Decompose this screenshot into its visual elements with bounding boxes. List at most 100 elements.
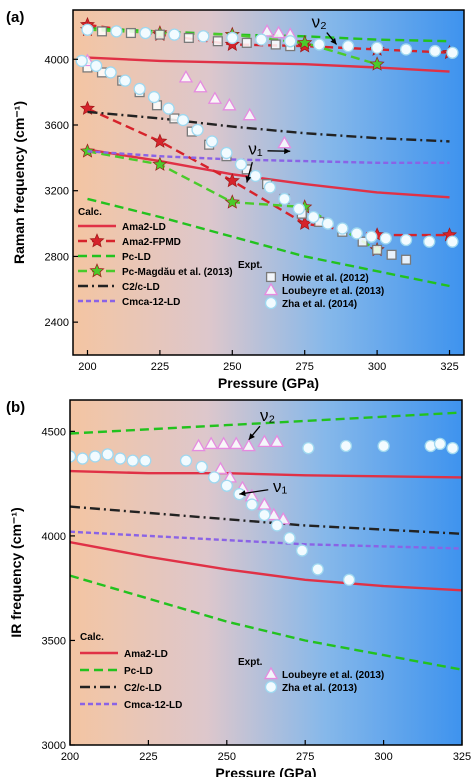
point-howie-et-al-2012 <box>271 40 280 49</box>
point-zha-et-al-2013 <box>447 443 458 454</box>
point-zha-et-al-2014 <box>221 147 232 158</box>
point-zha-et-al-2014 <box>120 75 131 86</box>
point-zha-et-al-2014 <box>256 34 267 45</box>
panel-label: (a) <box>6 9 24 26</box>
point-zha-et-al-2013 <box>378 441 389 452</box>
y-axis-label: IR frequency (cm⁻¹) <box>8 507 24 637</box>
point-howie-et-al-2012 <box>242 38 251 47</box>
x-tick-label: 275 <box>296 751 314 763</box>
point-zha-et-al-2014 <box>192 124 203 135</box>
point-howie-et-al-2012 <box>184 34 193 43</box>
point-zha-et-al-2014 <box>235 159 246 170</box>
point-zha-et-al-2014 <box>430 46 441 57</box>
point-zha-et-al-2014 <box>424 236 435 247</box>
legend-calc-title: Calc. <box>78 207 102 218</box>
point-zha-et-al-2013 <box>284 533 295 544</box>
y-tick-label: 3600 <box>45 120 69 132</box>
point-zha-et-al-2013 <box>344 574 355 585</box>
x-tick-label: 275 <box>296 361 314 373</box>
point-zha-et-al-2013 <box>209 472 220 483</box>
point-zha-et-al-2013 <box>102 449 113 460</box>
point-zha-et-al-2013 <box>196 461 207 472</box>
point-howie-et-al-2012 <box>402 255 411 264</box>
point-zha-et-al-2014 <box>308 212 319 223</box>
legend-label: Pc-LD <box>122 252 151 263</box>
point-zha-et-al-2014 <box>111 26 122 37</box>
legend-marker <box>266 298 277 309</box>
point-zha-et-al-2013 <box>297 545 308 556</box>
point-zha-et-al-2014 <box>149 92 160 103</box>
legend-item-loubeyre-et-al-2013: Loubeyre et al. (2013) <box>265 284 384 297</box>
legend-label: Zha et al. (2014) <box>282 299 357 310</box>
point-zha-et-al-2014 <box>163 103 174 114</box>
point-zha-et-al-2013 <box>90 451 101 462</box>
point-zha-et-al-2014 <box>169 29 180 40</box>
annotation-label: ν₁ <box>273 477 288 496</box>
x-tick-label: 325 <box>453 751 471 763</box>
point-howie-et-al-2012 <box>373 245 382 254</box>
y-tick-label: 3200 <box>45 186 69 198</box>
point-zha-et-al-2013 <box>340 441 351 452</box>
point-zha-et-al-2014 <box>322 218 333 229</box>
legend-label: Cmca-12-LD <box>122 297 180 308</box>
x-axis-label: Pressure (GPa) <box>215 765 316 777</box>
point-zha-et-al-2014 <box>264 182 275 193</box>
point-zha-et-al-2013 <box>77 453 88 464</box>
x-tick-label: 250 <box>218 751 236 763</box>
point-zha-et-al-2014 <box>105 67 116 78</box>
legend-label: Howie et al. (2012) <box>282 273 369 284</box>
point-zha-et-al-2014 <box>134 83 145 94</box>
point-zha-et-al-2014 <box>337 223 348 234</box>
point-zha-et-al-2014 <box>91 60 102 71</box>
legend-expt-title: Expt. <box>238 260 263 271</box>
point-howie-et-al-2012 <box>127 29 136 38</box>
x-tick-label: 250 <box>223 361 241 373</box>
x-tick-label: 200 <box>61 751 79 763</box>
point-zha-et-al-2014 <box>366 231 377 242</box>
point-zha-et-al-2014 <box>140 28 151 39</box>
legend-calc-title: Calc. <box>80 632 104 643</box>
y-tick-label: 3500 <box>42 635 66 647</box>
point-zha-et-al-2013 <box>140 455 151 466</box>
x-tick-label: 225 <box>139 751 157 763</box>
y-tick-label: 4000 <box>45 54 69 66</box>
legend-item-loubeyre-et-al-2013: Loubeyre et al. (2013) <box>265 668 384 681</box>
point-zha-et-al-2014 <box>314 39 325 50</box>
annotation-label: ν₂ <box>312 12 327 31</box>
y-tick-label: 2800 <box>45 251 69 263</box>
legend-marker <box>266 682 277 693</box>
legend-label: C2/c-LD <box>122 282 160 293</box>
point-zha-et-al-2013 <box>246 499 257 510</box>
point-zha-et-al-2014 <box>351 228 362 239</box>
point-zha-et-al-2013 <box>127 455 138 466</box>
legend-marker <box>267 273 276 282</box>
point-zha-et-al-2014 <box>285 36 296 47</box>
point-zha-et-al-2013 <box>221 480 232 491</box>
x-tick-label: 325 <box>440 361 458 373</box>
legend-label: Zha et al. (2013) <box>282 683 357 694</box>
panel-label: (b) <box>6 399 25 416</box>
annotation-label: ν₁ <box>248 140 263 159</box>
point-zha-et-al-2014 <box>82 24 93 35</box>
legend-label: Loubeyre et al. (2013) <box>282 286 384 297</box>
point-zha-et-al-2014 <box>198 31 209 42</box>
point-zha-et-al-2014 <box>380 233 391 244</box>
point-zha-et-al-2014 <box>293 203 304 214</box>
legend-label: C2/c-LD <box>124 683 162 694</box>
point-zha-et-al-2014 <box>207 136 218 147</box>
point-zha-et-al-2013 <box>435 438 446 449</box>
legend-label: Pc-LD <box>124 666 153 677</box>
x-tick-label: 200 <box>78 361 96 373</box>
point-zha-et-al-2014 <box>447 236 458 247</box>
x-tick-label: 225 <box>151 361 169 373</box>
point-zha-et-al-2014 <box>279 193 290 204</box>
x-tick-label: 300 <box>368 361 386 373</box>
annotation-label: ν₂ <box>260 406 275 425</box>
point-howie-et-al-2012 <box>155 30 164 39</box>
y-tick-label: 4000 <box>42 531 66 543</box>
y-tick-label: 2400 <box>45 317 69 329</box>
point-zha-et-al-2014 <box>76 55 87 66</box>
